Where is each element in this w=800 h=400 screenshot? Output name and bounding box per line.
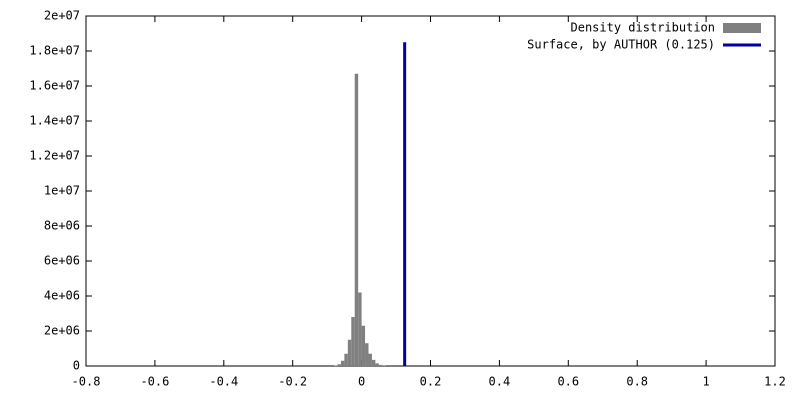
x-tick-label: 0.4 xyxy=(489,375,511,389)
x-tick-label: -0.2 xyxy=(278,375,307,389)
bar xyxy=(365,343,369,366)
x-tick-label: 1.2 xyxy=(764,375,786,389)
bar xyxy=(361,325,366,366)
legend-label: Surface, by AUTHOR (0.125) xyxy=(527,38,715,52)
y-tick-label: 6e+06 xyxy=(44,254,80,268)
bar xyxy=(351,317,355,366)
y-tick-label: 1.6e+07 xyxy=(29,79,80,93)
bar xyxy=(375,363,379,366)
bar xyxy=(344,353,348,366)
x-tick-label: -0.6 xyxy=(140,375,169,389)
y-tick-label: 8e+06 xyxy=(44,219,80,233)
y-tick-label: 0 xyxy=(73,359,80,373)
bar xyxy=(347,339,352,366)
x-tick-label: 0.2 xyxy=(420,375,442,389)
x-tick-label: 0 xyxy=(358,375,365,389)
bar xyxy=(371,359,376,366)
x-tick-label: -0.4 xyxy=(209,375,238,389)
legend-swatch xyxy=(723,23,761,33)
bar xyxy=(340,360,345,366)
bar xyxy=(378,364,383,366)
bar xyxy=(368,353,372,366)
y-tick-label: 1.8e+07 xyxy=(29,44,80,58)
x-tick-label: -0.8 xyxy=(72,375,101,389)
bar xyxy=(354,73,359,366)
y-tick-label: 1.2e+07 xyxy=(29,149,80,163)
y-tick-label: 2e+06 xyxy=(44,324,80,338)
y-tick-label: 2e+07 xyxy=(44,9,80,23)
legend-label: Density distribution xyxy=(571,21,716,35)
y-tick-label: 4e+06 xyxy=(44,289,80,303)
y-tick-label: 1.4e+07 xyxy=(29,114,80,128)
x-tick-label: 0.6 xyxy=(557,375,579,389)
bar xyxy=(337,364,341,366)
x-tick-label: 1 xyxy=(702,375,709,389)
plot-border xyxy=(85,15,776,367)
bar xyxy=(334,365,338,366)
x-tick-label: 0.8 xyxy=(626,375,648,389)
bar xyxy=(358,292,362,366)
y-tick-label: 1e+07 xyxy=(44,184,80,198)
